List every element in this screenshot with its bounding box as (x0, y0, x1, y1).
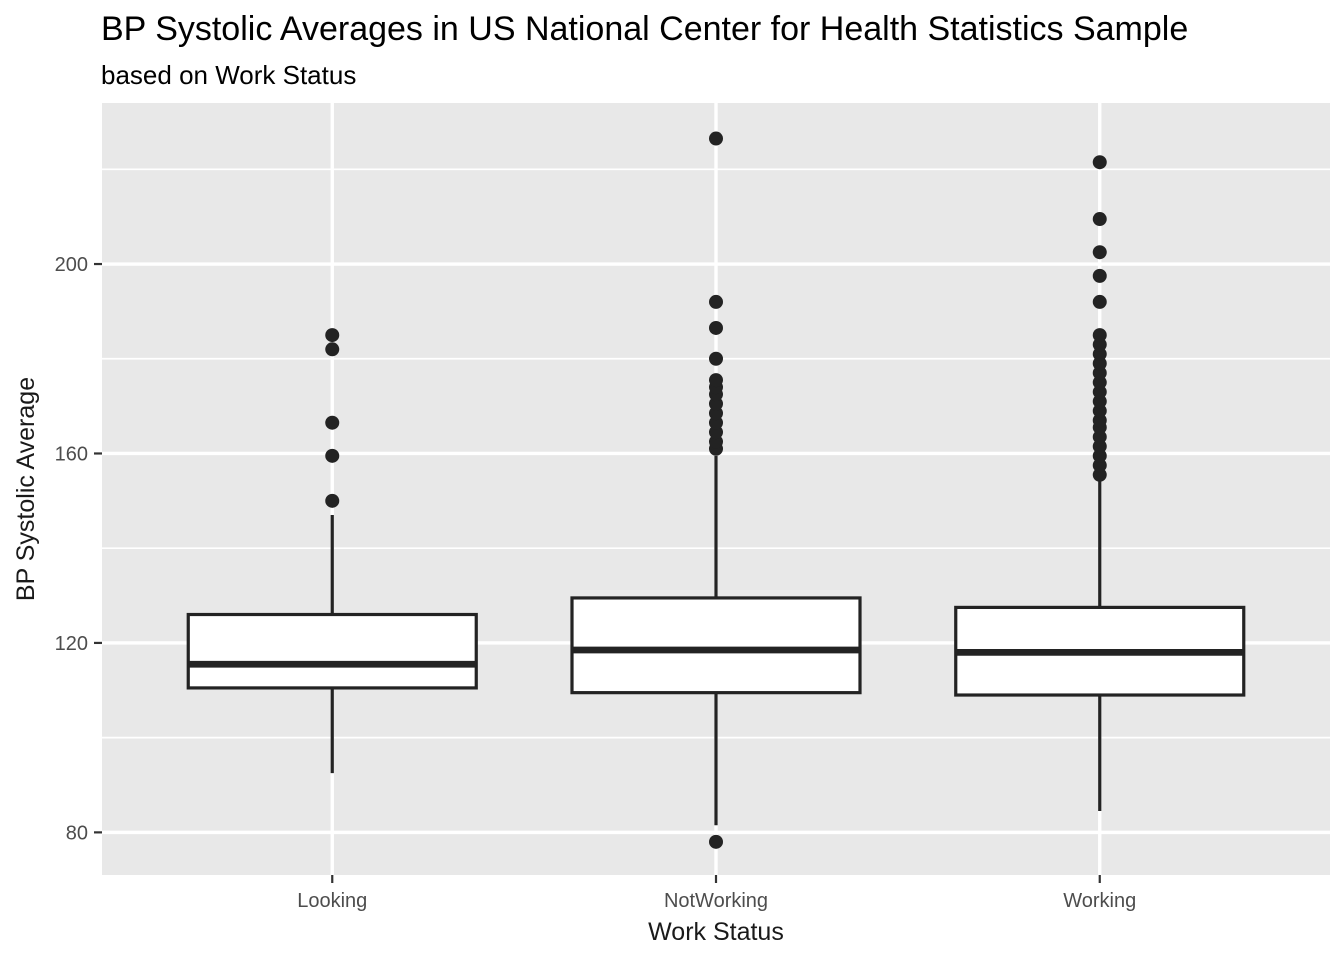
outlier-point-notworking (709, 320, 723, 335)
outlier-point-notworking (709, 834, 723, 849)
x-tick-label: Looking (297, 890, 367, 912)
outlier-point-notworking (709, 351, 723, 366)
box-notworking (570, 596, 862, 695)
y-tick-label: 80 (66, 822, 88, 844)
outlier-point-looking (325, 493, 340, 508)
y-tick-label: 200 (55, 254, 88, 276)
outlier-point-looking (325, 328, 340, 343)
x-tick-label: NotWorking (664, 890, 768, 912)
x-axis-title: Work Status (648, 918, 784, 946)
x-tick-label: Working (1063, 890, 1136, 912)
outlier-point-working (1092, 268, 1107, 283)
outlier-point-working (1092, 245, 1107, 260)
y-tick-label: 120 (55, 633, 88, 655)
outlier-point-working (1092, 328, 1107, 343)
chart-subtitle: based on Work Status (101, 60, 357, 90)
chart-title: BP Systolic Averages in US National Cent… (101, 10, 1189, 48)
outlier-point-notworking (709, 373, 723, 388)
outlier-point-notworking (709, 131, 723, 146)
outlier-point-working (1092, 155, 1107, 170)
outlier-point-looking (325, 448, 340, 463)
y-axis-title: BP Systolic Average (12, 377, 40, 601)
box-looking (186, 612, 478, 690)
outlier-point-working (1092, 212, 1107, 227)
outlier-point-notworking (709, 294, 723, 309)
outlier-point-looking (325, 342, 340, 357)
outlier-point-looking (325, 415, 340, 430)
y-tick-label: 160 (55, 443, 88, 465)
outlier-point-working (1092, 294, 1107, 309)
